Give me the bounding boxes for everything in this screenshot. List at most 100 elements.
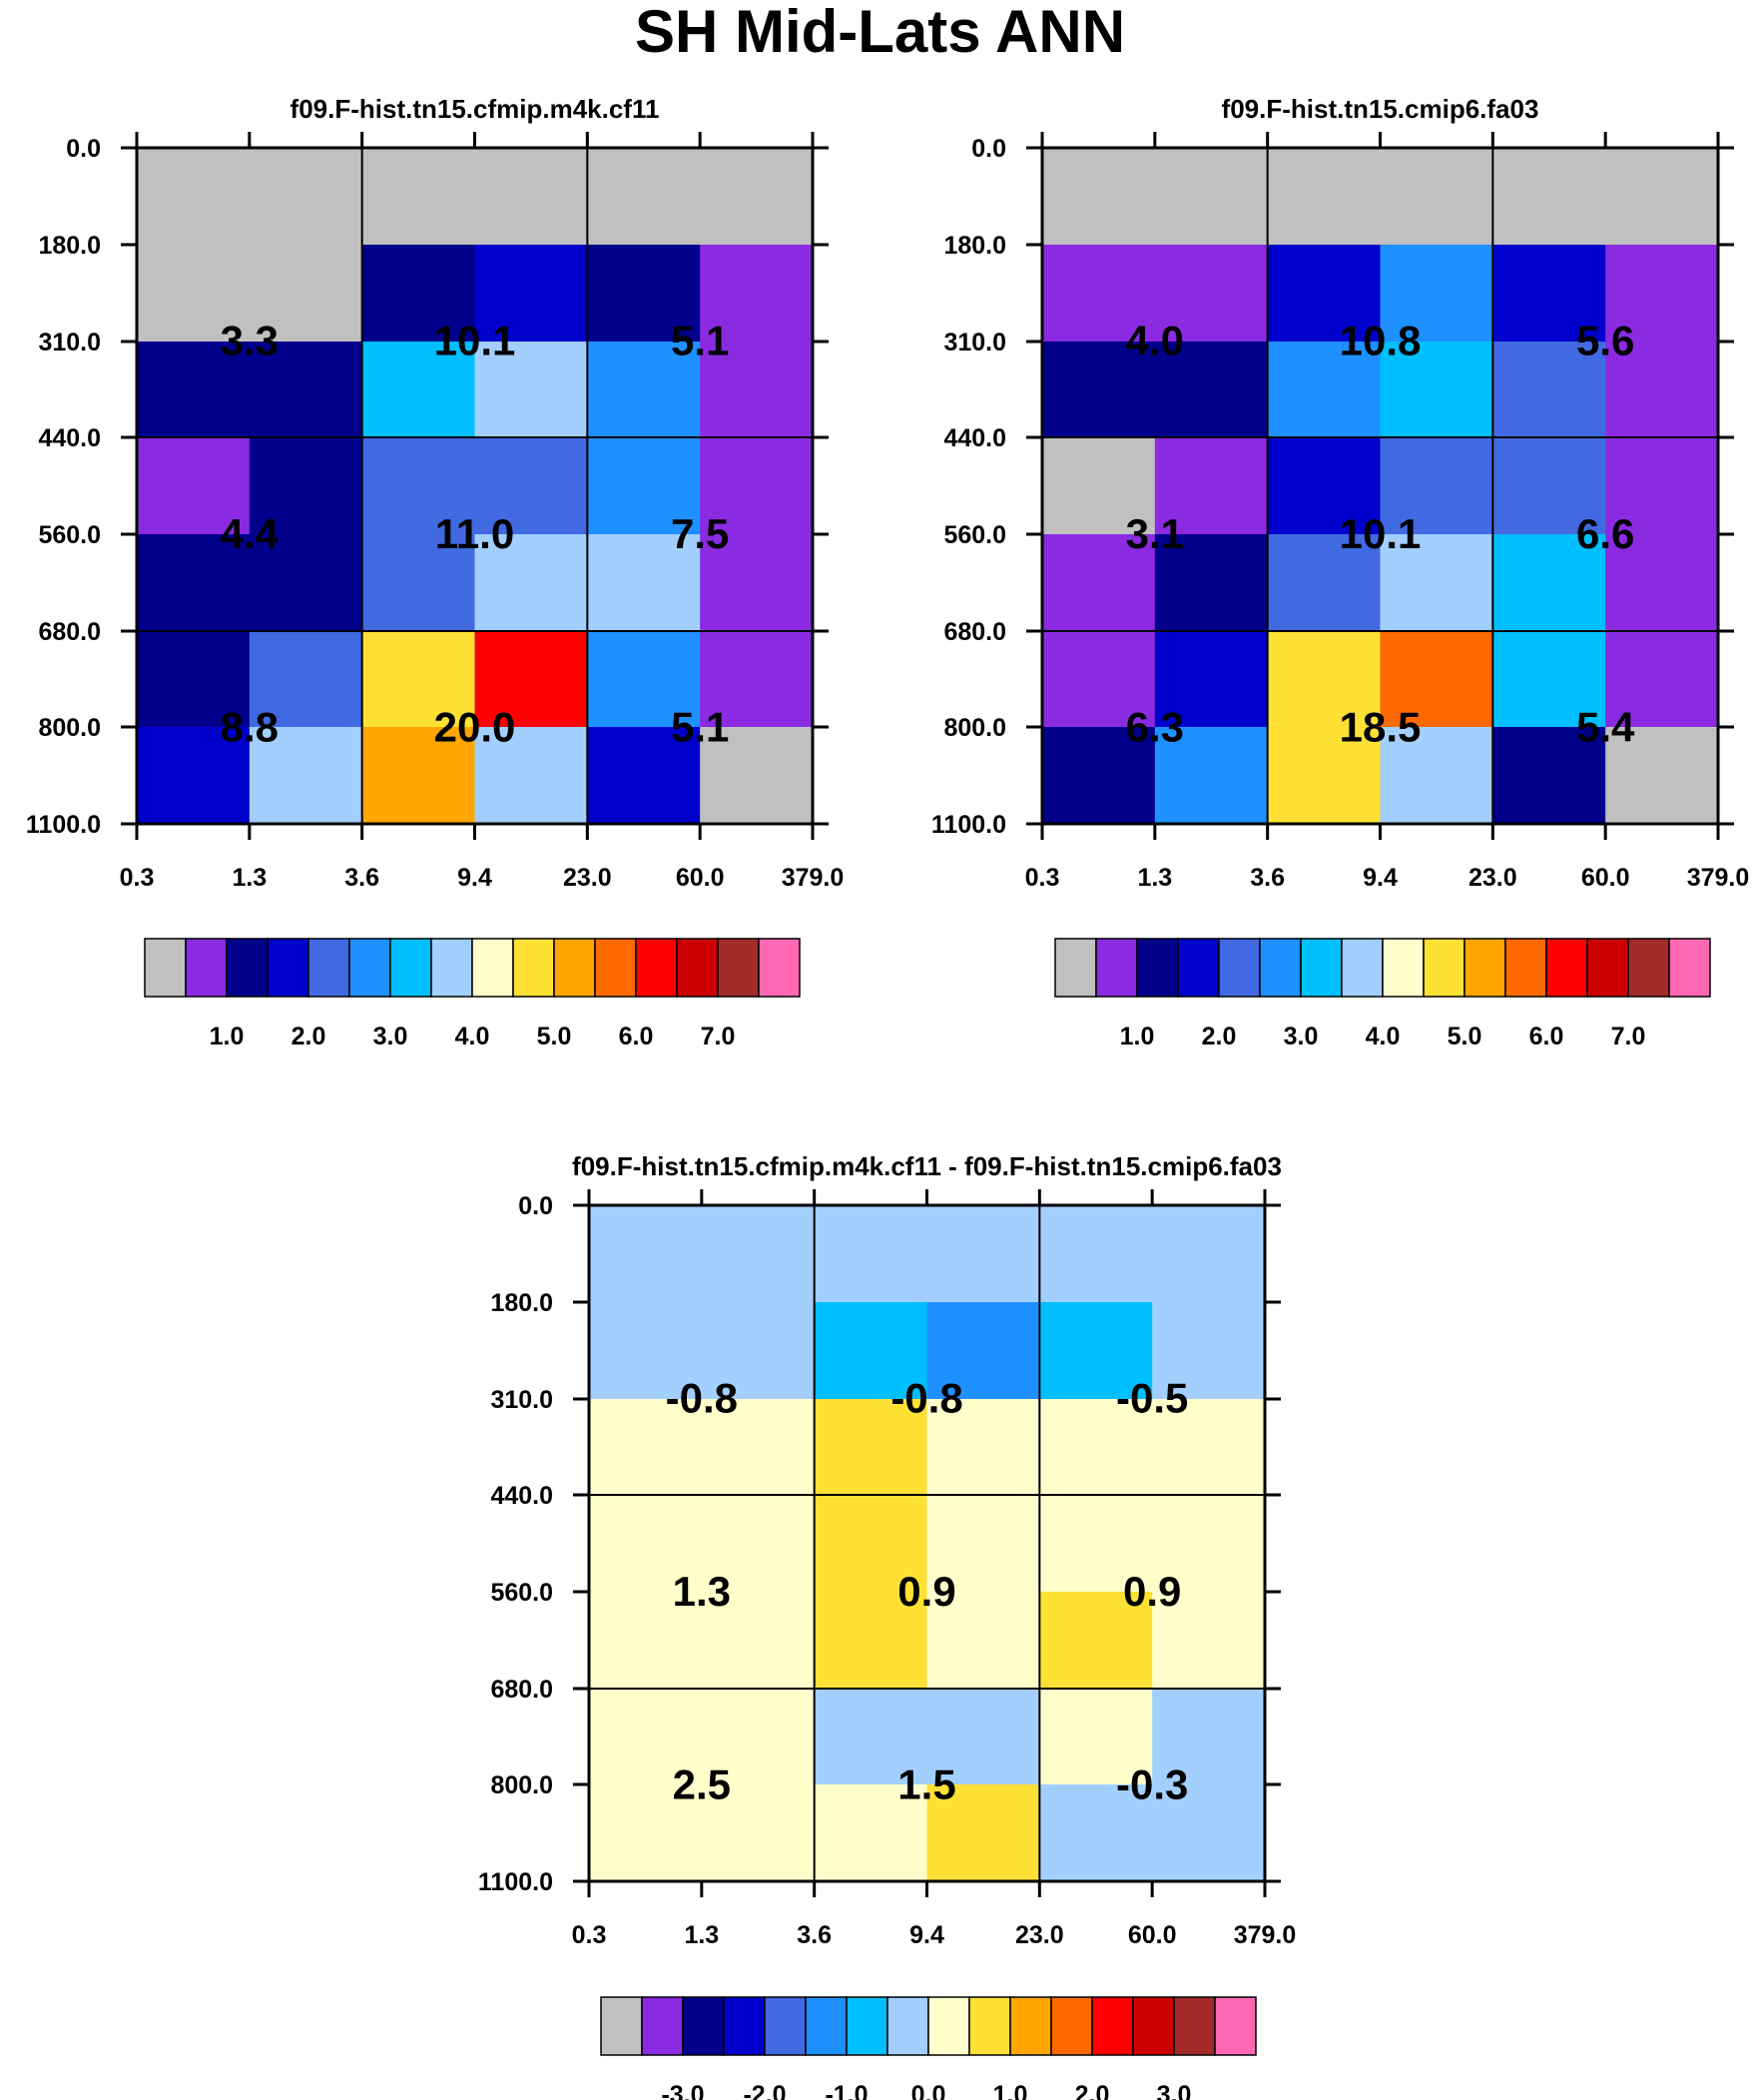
heatmap-cell <box>1605 245 1719 343</box>
heatmap-cell <box>926 1592 1040 1690</box>
colorbar-swatch <box>512 938 555 998</box>
colorbar-swatch <box>185 938 228 998</box>
box-value-label: -0.8 <box>666 1375 738 1422</box>
heatmap-cell <box>1380 631 1493 728</box>
heatmap-cell <box>1492 437 1606 535</box>
box-value-label: 7.5 <box>671 510 729 557</box>
heatmap-cell <box>1154 727 1269 825</box>
colorbar-swatch <box>717 938 760 998</box>
y-tick-label: 0.0 <box>518 1192 553 1220</box>
colorbar-swatch <box>968 1996 1011 2056</box>
colorbar-label: 5.0 <box>1448 1023 1482 1050</box>
colorbar-swatch <box>1054 938 1097 998</box>
y-tick-label: 440.0 <box>38 424 101 452</box>
heatmap-cell <box>814 1399 927 1496</box>
box-value-label: -0.8 <box>890 1375 962 1422</box>
heatmap-cell <box>1492 245 1606 343</box>
colorbar-label: 4.0 <box>1366 1023 1401 1050</box>
heatmap-cell <box>1154 245 1269 343</box>
colorbar-swatch <box>1300 938 1343 998</box>
heatmap-cell <box>1267 245 1381 343</box>
panel-title: f09.F-hist.tn15.cfmip.m4k.cf11 <box>291 94 660 124</box>
heatmap-cell <box>700 148 814 246</box>
x-tick-label: 379.0 <box>1687 864 1750 892</box>
y-tick-label: 560.0 <box>38 521 101 549</box>
heatmap-cell <box>589 1205 703 1303</box>
heatmap-cell <box>361 342 475 438</box>
colorbar-swatch <box>1050 1996 1093 2056</box>
box-value-label: 10.1 <box>1340 510 1422 557</box>
heatmap-cell <box>700 437 814 535</box>
heatmap-cell <box>700 631 814 728</box>
panel-2: 0.0 180.0 310.0 440.0 560.0 680.0 800.0 1100.0 0… <box>931 94 1749 1050</box>
colorbar-swatch <box>1668 938 1711 998</box>
colorbar-label: 2.0 <box>1075 2081 1110 2100</box>
x-tick-label: 0.3 <box>120 864 155 892</box>
colorbar-label: -1.0 <box>825 2081 868 2100</box>
box-value-label: 18.5 <box>1340 704 1422 751</box>
heatmap-cell <box>1380 245 1493 343</box>
heatmap-cell <box>1042 534 1156 632</box>
heatmap-cell <box>474 437 588 535</box>
y-tick-label: 180.0 <box>38 232 101 260</box>
y-tick-label: 800.0 <box>490 1771 553 1799</box>
heatmap-cell <box>1380 727 1493 825</box>
heatmap-cell <box>137 727 251 825</box>
colorbar-swatch <box>1177 938 1220 998</box>
colorbar-swatch <box>348 938 391 998</box>
x-tick-label: 1.3 <box>232 864 267 892</box>
colorbar-swatch <box>471 938 514 998</box>
x-tick-label: 3.6 <box>344 864 379 892</box>
box-value-label: 0.9 <box>897 1568 955 1615</box>
heatmap-cell <box>589 1495 703 1593</box>
colorbar-label: -3.0 <box>661 2081 704 2100</box>
y-tick-label: 310.0 <box>38 329 101 356</box>
box-value-label: 5.1 <box>671 704 729 751</box>
heatmap-cell <box>701 1495 816 1593</box>
colorbar-swatch <box>927 1996 970 2056</box>
heatmap-cell <box>926 1205 1040 1303</box>
box-value-label: 2.5 <box>673 1761 731 1808</box>
heatmap-cell <box>1605 342 1719 438</box>
colorbar-swatch <box>144 938 187 998</box>
box-value-label: 4.0 <box>1126 318 1184 364</box>
box-value-label: 1.3 <box>673 1568 731 1615</box>
heatmap-cell <box>474 342 588 438</box>
heatmap-cell <box>814 1302 927 1400</box>
colorbar-label: 7.0 <box>1611 1023 1646 1050</box>
heatmap-cell <box>1492 534 1606 632</box>
x-tick-label: 23.0 <box>1015 1921 1064 1949</box>
colorbar-swatch <box>1218 938 1261 998</box>
colorbar-swatch <box>600 1996 643 2056</box>
heatmap-cell <box>589 1592 703 1690</box>
box-value-label: 5.1 <box>671 318 729 364</box>
x-tick-label: 23.0 <box>563 864 612 892</box>
heatmap-cell <box>1605 148 1719 246</box>
heatmap-cell <box>700 534 814 632</box>
colorbar-swatch <box>1504 938 1547 998</box>
y-tick-label: 680.0 <box>943 618 1006 646</box>
heatmap-cell <box>814 1784 927 1882</box>
colorbar-label: 3.0 <box>1284 1023 1319 1050</box>
colorbar-swatch <box>1132 1996 1175 2056</box>
colorbar-swatch <box>1214 1996 1257 2056</box>
y-tick-label: 1100.0 <box>26 811 101 839</box>
heatmap-cell <box>137 534 251 632</box>
heatmap-cell <box>1492 727 1606 825</box>
x-tick-label: 9.4 <box>457 864 492 892</box>
colorbar: 1.0 2.0 3.0 4.0 5.0 6.0 7.0 <box>144 938 801 1050</box>
colorbar-label: 7.0 <box>701 1023 736 1050</box>
heatmap-cell <box>474 727 588 825</box>
heatmap-cell <box>1380 342 1493 438</box>
y-tick-label: 440.0 <box>490 1482 553 1510</box>
colorbar-label: 6.0 <box>1529 1023 1564 1050</box>
box-value-label: 6.6 <box>1576 510 1634 557</box>
heatmap-cell <box>1039 1205 1153 1303</box>
colorbar-swatch <box>682 1996 725 2056</box>
y-tick-label: 180.0 <box>943 232 1006 260</box>
y-tick-label: 560.0 <box>490 1579 553 1607</box>
heatmap-cell <box>1152 1689 1266 1785</box>
heatmap-cell <box>814 1689 927 1785</box>
heatmap-cell <box>249 631 363 728</box>
heatmap-cell <box>1042 727 1156 825</box>
